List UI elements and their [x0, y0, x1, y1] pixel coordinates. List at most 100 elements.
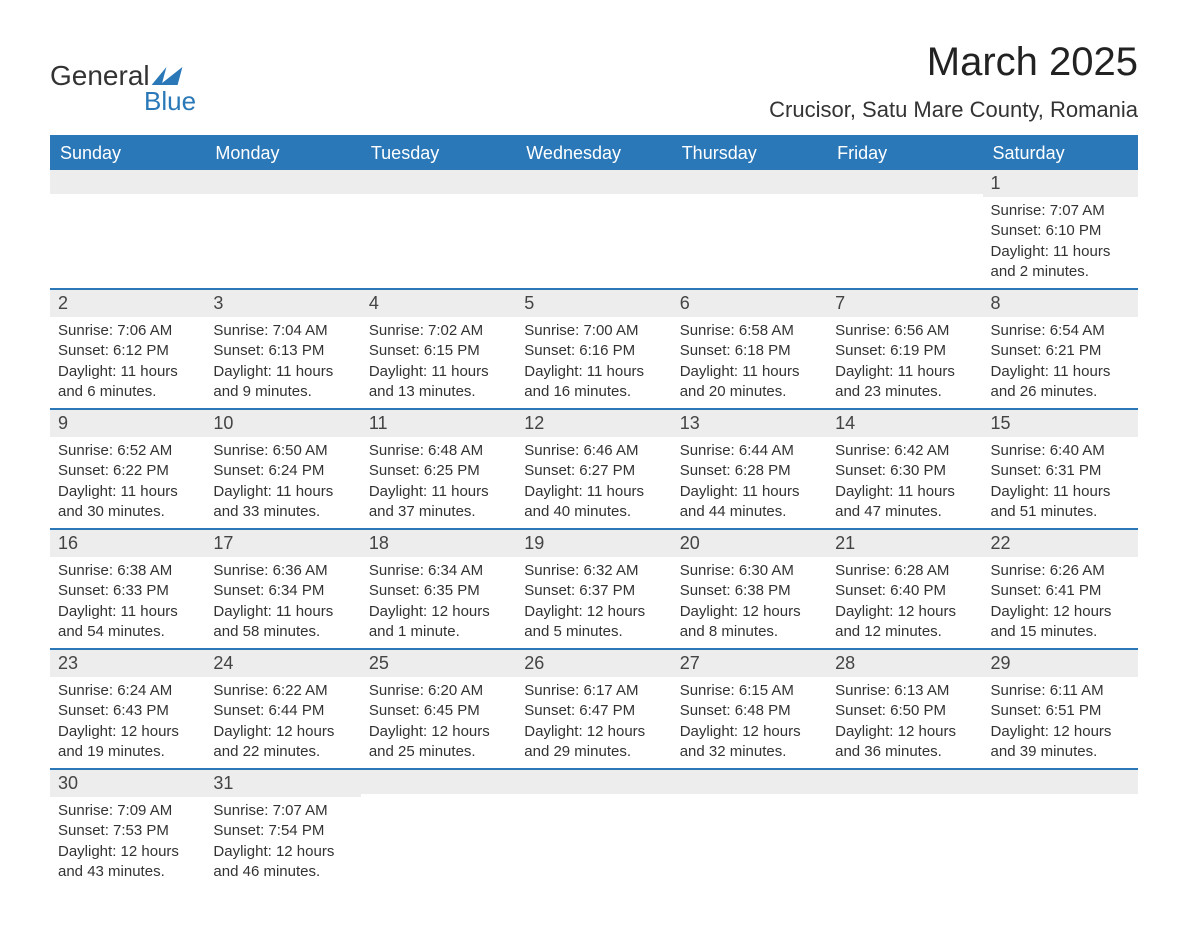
sunrise-line: Sunrise: 6:30 AM	[680, 561, 819, 581]
daylight-line: Daylight: 12 hours and 39 minutes.	[991, 722, 1130, 763]
daylight-line: Daylight: 12 hours and 29 minutes.	[524, 722, 663, 763]
calendar-day-cell: 11Sunrise: 6:48 AMSunset: 6:25 PMDayligh…	[361, 409, 516, 529]
sunrise-line: Sunrise: 6:13 AM	[835, 681, 974, 701]
calendar-day-cell: 28Sunrise: 6:13 AMSunset: 6:50 PMDayligh…	[827, 649, 982, 769]
day-details: Sunrise: 6:13 AMSunset: 6:50 PMDaylight:…	[827, 677, 982, 768]
calendar-day-cell: 17Sunrise: 6:36 AMSunset: 6:34 PMDayligh…	[205, 529, 360, 649]
day-details: Sunrise: 6:58 AMSunset: 6:18 PMDaylight:…	[672, 317, 827, 408]
day-number	[516, 770, 671, 794]
day-number: 5	[516, 290, 671, 317]
calendar-week-row: 1Sunrise: 7:07 AMSunset: 6:10 PMDaylight…	[50, 170, 1138, 289]
calendar-day-cell: 16Sunrise: 6:38 AMSunset: 6:33 PMDayligh…	[50, 529, 205, 649]
sunrise-line: Sunrise: 6:22 AM	[213, 681, 352, 701]
calendar-day-cell	[827, 769, 982, 888]
daylight-line: Daylight: 11 hours and 20 minutes.	[680, 362, 819, 403]
sunset-line: Sunset: 6:19 PM	[835, 341, 974, 361]
sunset-line: Sunset: 7:54 PM	[213, 821, 352, 841]
title-block: March 2025 Crucisor, Satu Mare County, R…	[769, 40, 1138, 123]
daylight-line: Daylight: 11 hours and 2 minutes.	[991, 242, 1130, 283]
day-number: 4	[361, 290, 516, 317]
calendar-day-cell: 29Sunrise: 6:11 AMSunset: 6:51 PMDayligh…	[983, 649, 1138, 769]
calendar-day-cell: 7Sunrise: 6:56 AMSunset: 6:19 PMDaylight…	[827, 289, 982, 409]
day-number: 29	[983, 650, 1138, 677]
sunrise-line: Sunrise: 7:07 AM	[991, 201, 1130, 221]
sunrise-line: Sunrise: 6:28 AM	[835, 561, 974, 581]
sunset-line: Sunset: 6:30 PM	[835, 461, 974, 481]
calendar-day-cell: 30Sunrise: 7:09 AMSunset: 7:53 PMDayligh…	[50, 769, 205, 888]
calendar-day-cell	[516, 170, 671, 289]
day-number: 30	[50, 770, 205, 797]
sunrise-line: Sunrise: 6:34 AM	[369, 561, 508, 581]
daylight-line: Daylight: 12 hours and 43 minutes.	[58, 842, 197, 883]
daylight-line: Daylight: 11 hours and 33 minutes.	[213, 482, 352, 523]
day-number: 25	[361, 650, 516, 677]
sunrise-line: Sunrise: 6:40 AM	[991, 441, 1130, 461]
sunrise-line: Sunrise: 6:50 AM	[213, 441, 352, 461]
sunrise-line: Sunrise: 6:26 AM	[991, 561, 1130, 581]
sunset-line: Sunset: 6:25 PM	[369, 461, 508, 481]
sunset-line: Sunset: 7:53 PM	[58, 821, 197, 841]
calendar-day-cell: 26Sunrise: 6:17 AMSunset: 6:47 PMDayligh…	[516, 649, 671, 769]
day-number: 16	[50, 530, 205, 557]
daylight-line: Daylight: 11 hours and 58 minutes.	[213, 602, 352, 643]
day-number	[827, 170, 982, 194]
weekday-header: Saturday	[983, 136, 1138, 170]
day-details: Sunrise: 6:28 AMSunset: 6:40 PMDaylight:…	[827, 557, 982, 648]
sunset-line: Sunset: 6:45 PM	[369, 701, 508, 721]
sunset-line: Sunset: 6:18 PM	[680, 341, 819, 361]
daylight-line: Daylight: 11 hours and 23 minutes.	[835, 362, 974, 403]
weekday-header: Wednesday	[516, 136, 671, 170]
logo-triangle-icon	[159, 67, 182, 85]
daylight-line: Daylight: 12 hours and 5 minutes.	[524, 602, 663, 643]
weekday-header-row: Sunday Monday Tuesday Wednesday Thursday…	[50, 136, 1138, 170]
day-details: Sunrise: 7:07 AMSunset: 7:54 PMDaylight:…	[205, 797, 360, 888]
sunset-line: Sunset: 6:37 PM	[524, 581, 663, 601]
sunset-line: Sunset: 6:24 PM	[213, 461, 352, 481]
sunrise-line: Sunrise: 6:36 AM	[213, 561, 352, 581]
day-number: 15	[983, 410, 1138, 437]
logo-text-blue: Blue	[144, 86, 196, 117]
calendar-day-cell: 9Sunrise: 6:52 AMSunset: 6:22 PMDaylight…	[50, 409, 205, 529]
day-number	[672, 170, 827, 194]
calendar-day-cell	[50, 170, 205, 289]
day-details: Sunrise: 6:46 AMSunset: 6:27 PMDaylight:…	[516, 437, 671, 528]
weekday-header: Friday	[827, 136, 982, 170]
calendar-week-row: 30Sunrise: 7:09 AMSunset: 7:53 PMDayligh…	[50, 769, 1138, 888]
page-header: General Blue March 2025 Crucisor, Satu M…	[50, 40, 1138, 123]
day-details: Sunrise: 7:07 AMSunset: 6:10 PMDaylight:…	[983, 197, 1138, 288]
calendar-day-cell: 19Sunrise: 6:32 AMSunset: 6:37 PMDayligh…	[516, 529, 671, 649]
calendar-day-cell	[983, 769, 1138, 888]
day-details: Sunrise: 6:17 AMSunset: 6:47 PMDaylight:…	[516, 677, 671, 768]
calendar-day-cell: 24Sunrise: 6:22 AMSunset: 6:44 PMDayligh…	[205, 649, 360, 769]
day-number: 20	[672, 530, 827, 557]
day-number: 12	[516, 410, 671, 437]
calendar-table: Sunday Monday Tuesday Wednesday Thursday…	[50, 135, 1138, 888]
sunset-line: Sunset: 6:28 PM	[680, 461, 819, 481]
calendar-day-cell: 10Sunrise: 6:50 AMSunset: 6:24 PMDayligh…	[205, 409, 360, 529]
sunrise-line: Sunrise: 7:04 AM	[213, 321, 352, 341]
daylight-line: Daylight: 12 hours and 19 minutes.	[58, 722, 197, 763]
weekday-header: Sunday	[50, 136, 205, 170]
day-details: Sunrise: 6:52 AMSunset: 6:22 PMDaylight:…	[50, 437, 205, 528]
day-number: 14	[827, 410, 982, 437]
day-number: 6	[672, 290, 827, 317]
day-number	[516, 170, 671, 194]
day-details: Sunrise: 6:32 AMSunset: 6:37 PMDaylight:…	[516, 557, 671, 648]
day-number: 9	[50, 410, 205, 437]
day-details-empty	[205, 194, 360, 272]
sunset-line: Sunset: 6:33 PM	[58, 581, 197, 601]
day-details: Sunrise: 7:09 AMSunset: 7:53 PMDaylight:…	[50, 797, 205, 888]
logo: General Blue	[50, 60, 196, 117]
day-number: 3	[205, 290, 360, 317]
sunrise-line: Sunrise: 6:56 AM	[835, 321, 974, 341]
daylight-line: Daylight: 11 hours and 47 minutes.	[835, 482, 974, 523]
calendar-day-cell: 18Sunrise: 6:34 AMSunset: 6:35 PMDayligh…	[361, 529, 516, 649]
day-number: 11	[361, 410, 516, 437]
day-details: Sunrise: 6:50 AMSunset: 6:24 PMDaylight:…	[205, 437, 360, 528]
calendar-day-cell: 3Sunrise: 7:04 AMSunset: 6:13 PMDaylight…	[205, 289, 360, 409]
calendar-day-cell: 20Sunrise: 6:30 AMSunset: 6:38 PMDayligh…	[672, 529, 827, 649]
sunset-line: Sunset: 6:27 PM	[524, 461, 663, 481]
sunrise-line: Sunrise: 6:54 AM	[991, 321, 1130, 341]
sunrise-line: Sunrise: 6:52 AM	[58, 441, 197, 461]
daylight-line: Daylight: 11 hours and 9 minutes.	[213, 362, 352, 403]
